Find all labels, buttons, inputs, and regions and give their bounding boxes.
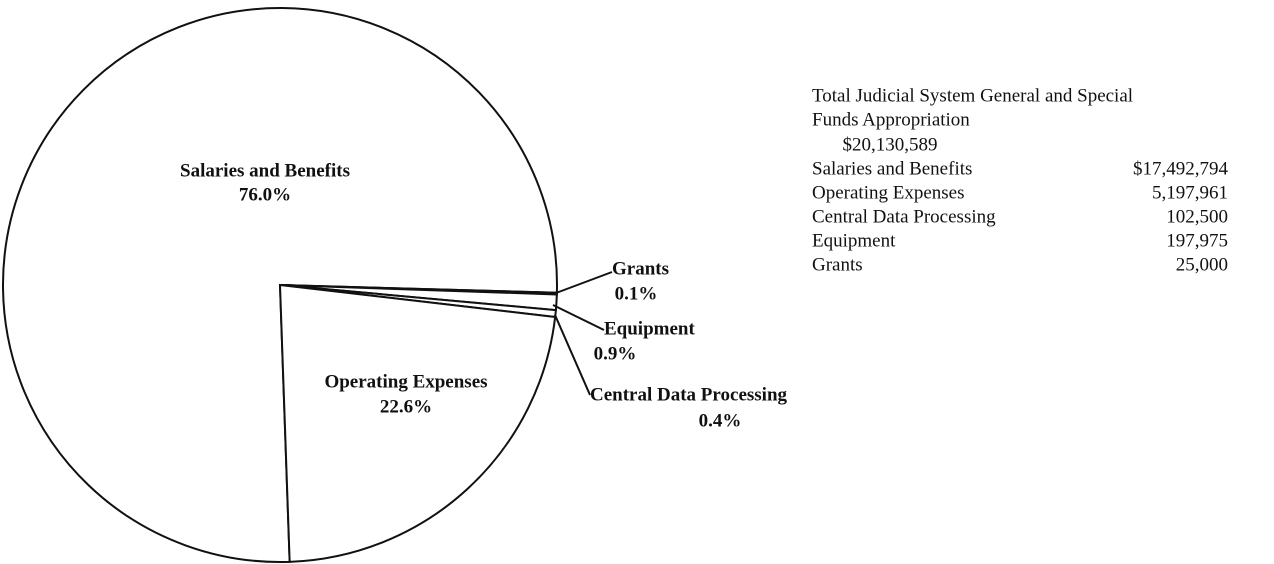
slice-label: Salaries and Benefits [180, 160, 350, 181]
slice-value: 0.4% [699, 410, 742, 431]
table-title: Total Judicial System General and Specia… [812, 85, 1133, 106]
slice-label: Central Data Processing [590, 384, 788, 405]
slice-label: Equipment [604, 318, 695, 339]
slice-value: 0.9% [594, 343, 637, 364]
leader-line [555, 271, 613, 294]
row-name: Central Data Processing [812, 206, 996, 227]
table-total: $20,130,589 [843, 134, 938, 155]
row-name: Operating Expenses [812, 182, 964, 203]
slice-value: 22.6% [380, 396, 432, 417]
row-amount: $17,492,794 [1133, 158, 1229, 179]
row-amount: 197,975 [1166, 230, 1228, 251]
pie-slice [278, 283, 557, 563]
slice-label: Operating Expenses [324, 371, 487, 392]
row-name: Grants [812, 254, 863, 275]
row-amount: 102,500 [1166, 206, 1228, 227]
slice-value: 0.1% [615, 283, 658, 304]
slice-value: 76.0% [239, 184, 291, 205]
leader-line [554, 314, 591, 396]
table-title: Funds Appropriation [812, 109, 970, 130]
leader-line [552, 304, 605, 331]
row-amount: 5,197,961 [1152, 182, 1228, 203]
row-name: Salaries and Benefits [812, 158, 972, 179]
row-amount: 25,000 [1176, 254, 1228, 275]
row-name: Equipment [812, 230, 896, 251]
slice-label: Grants [612, 258, 669, 279]
